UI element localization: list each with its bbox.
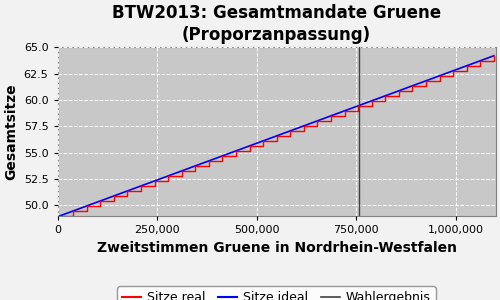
- Legend: Sitze real, Sitze ideal, Wahlergebnis: Sitze real, Sitze ideal, Wahlergebnis: [118, 286, 436, 300]
- Title: BTW2013: Gesamtmandate Gruene
(Proporzanpassung): BTW2013: Gesamtmandate Gruene (Proporzan…: [112, 4, 441, 44]
- Y-axis label: Gesamtsitze: Gesamtsitze: [4, 83, 18, 180]
- X-axis label: Zweitstimmen Gruene in Nordrhein-Westfalen: Zweitstimmen Gruene in Nordrhein-Westfal…: [96, 241, 456, 255]
